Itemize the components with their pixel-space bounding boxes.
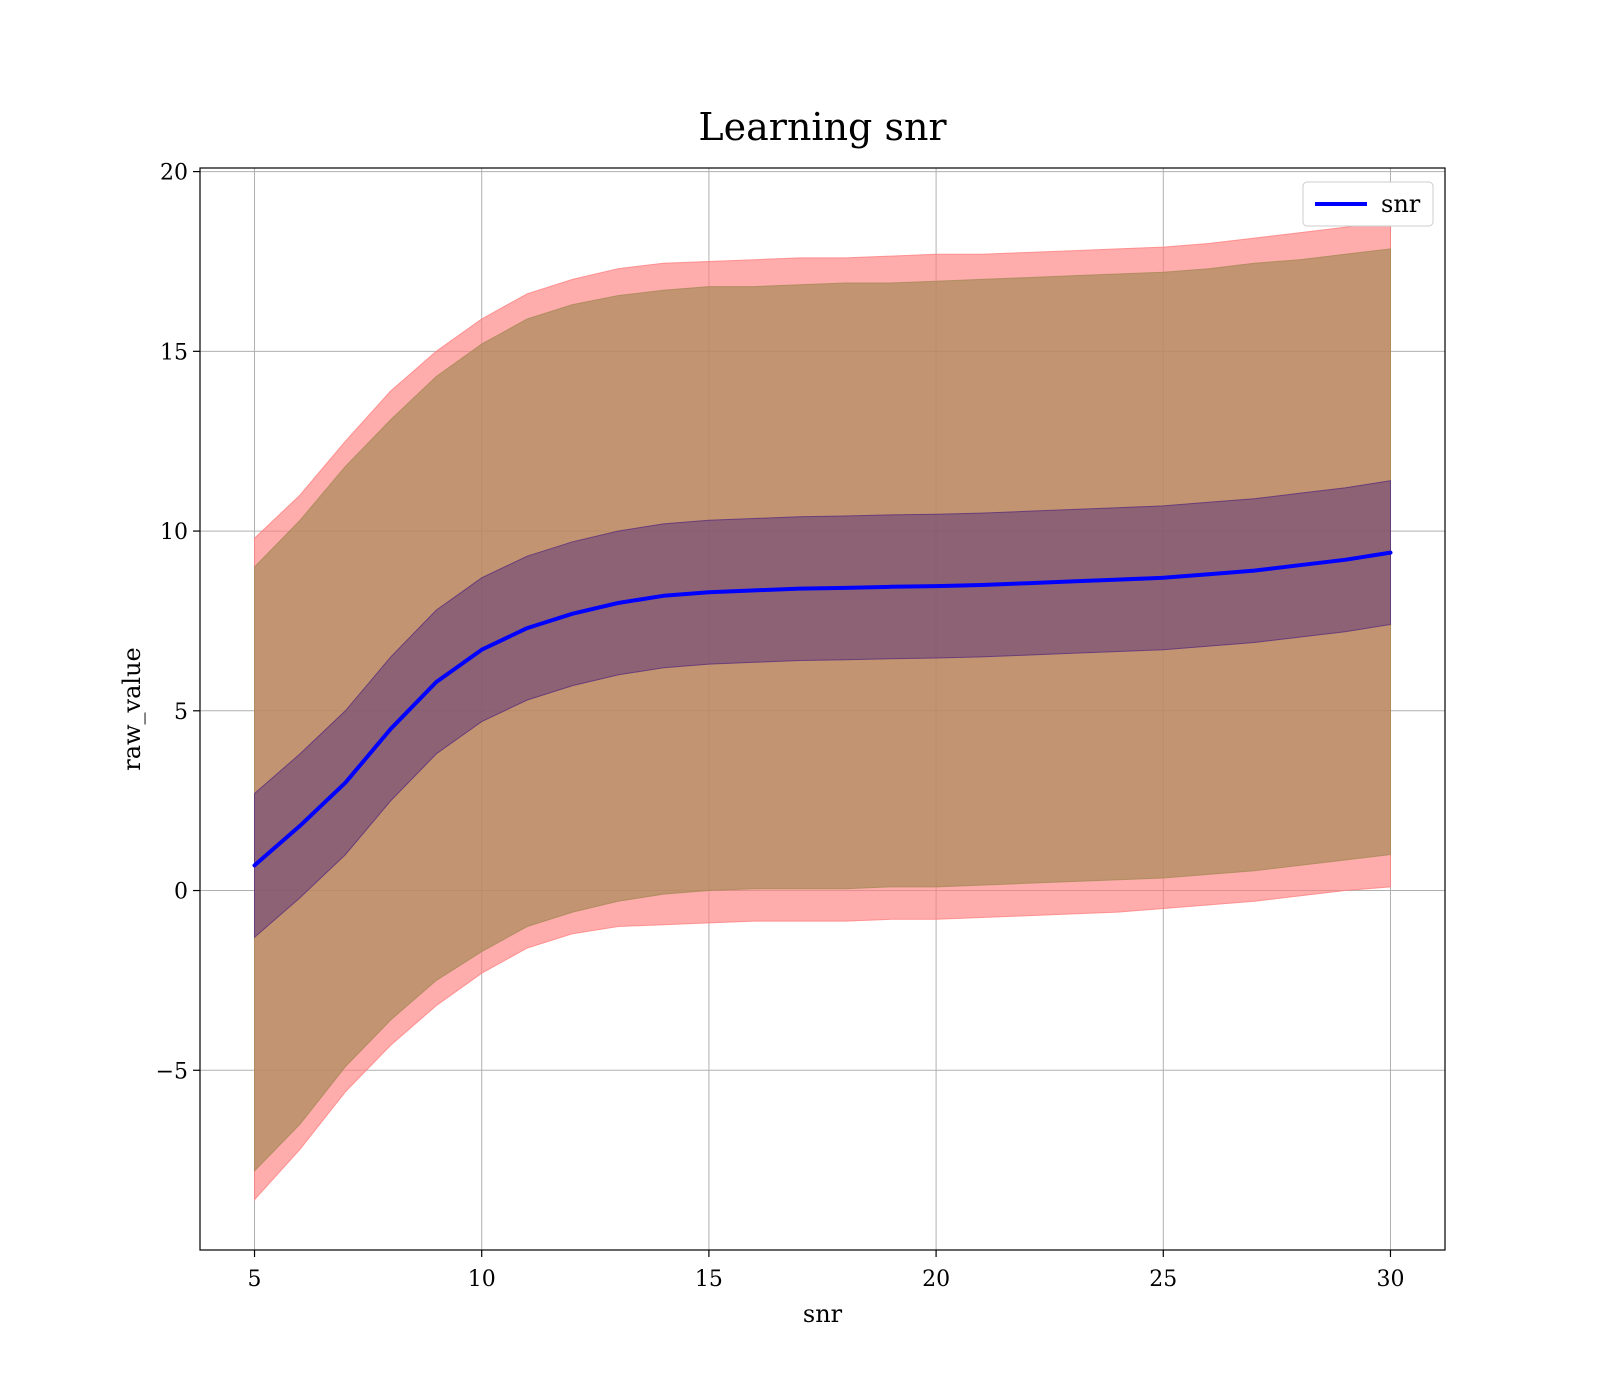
- x-tick-label-0: 5: [248, 1267, 262, 1292]
- y-tick-label-2: 5: [174, 700, 188, 725]
- x-axis-label: snr: [803, 1300, 843, 1328]
- y-axis-label: raw_value: [118, 647, 146, 771]
- band-middle: [254, 248, 1391, 1173]
- x-tick-label-2: 15: [695, 1267, 723, 1292]
- y-tick-label-4: 15: [160, 340, 188, 365]
- legend-label-snr: snr: [1381, 190, 1421, 218]
- x-tick-label-1: 10: [468, 1267, 496, 1292]
- y-tick-label-0: −5: [156, 1059, 188, 1084]
- axis-ticks: 5 10 15 20 25 30 −5 0 5 10 15 20: [156, 161, 1405, 1292]
- legend: snr: [1302, 181, 1434, 227]
- series-line-snr: [252, 550, 1393, 868]
- chart-title: Learning snr: [698, 105, 947, 149]
- y-tick-label-5: 20: [160, 161, 188, 186]
- series-lines: [252, 550, 1393, 868]
- band-inner: [254, 480, 1391, 939]
- x-tick-label-3: 20: [922, 1267, 950, 1292]
- legend-box: [1302, 181, 1434, 227]
- plot-frame: [199, 167, 1446, 1251]
- y-tick-label-3: 10: [160, 520, 188, 545]
- confidence-bands: [254, 219, 1391, 1201]
- x-tick-label-5: 30: [1376, 1267, 1404, 1292]
- x-tick-label-4: 25: [1149, 1267, 1177, 1292]
- y-tick-label-1: 0: [174, 880, 188, 905]
